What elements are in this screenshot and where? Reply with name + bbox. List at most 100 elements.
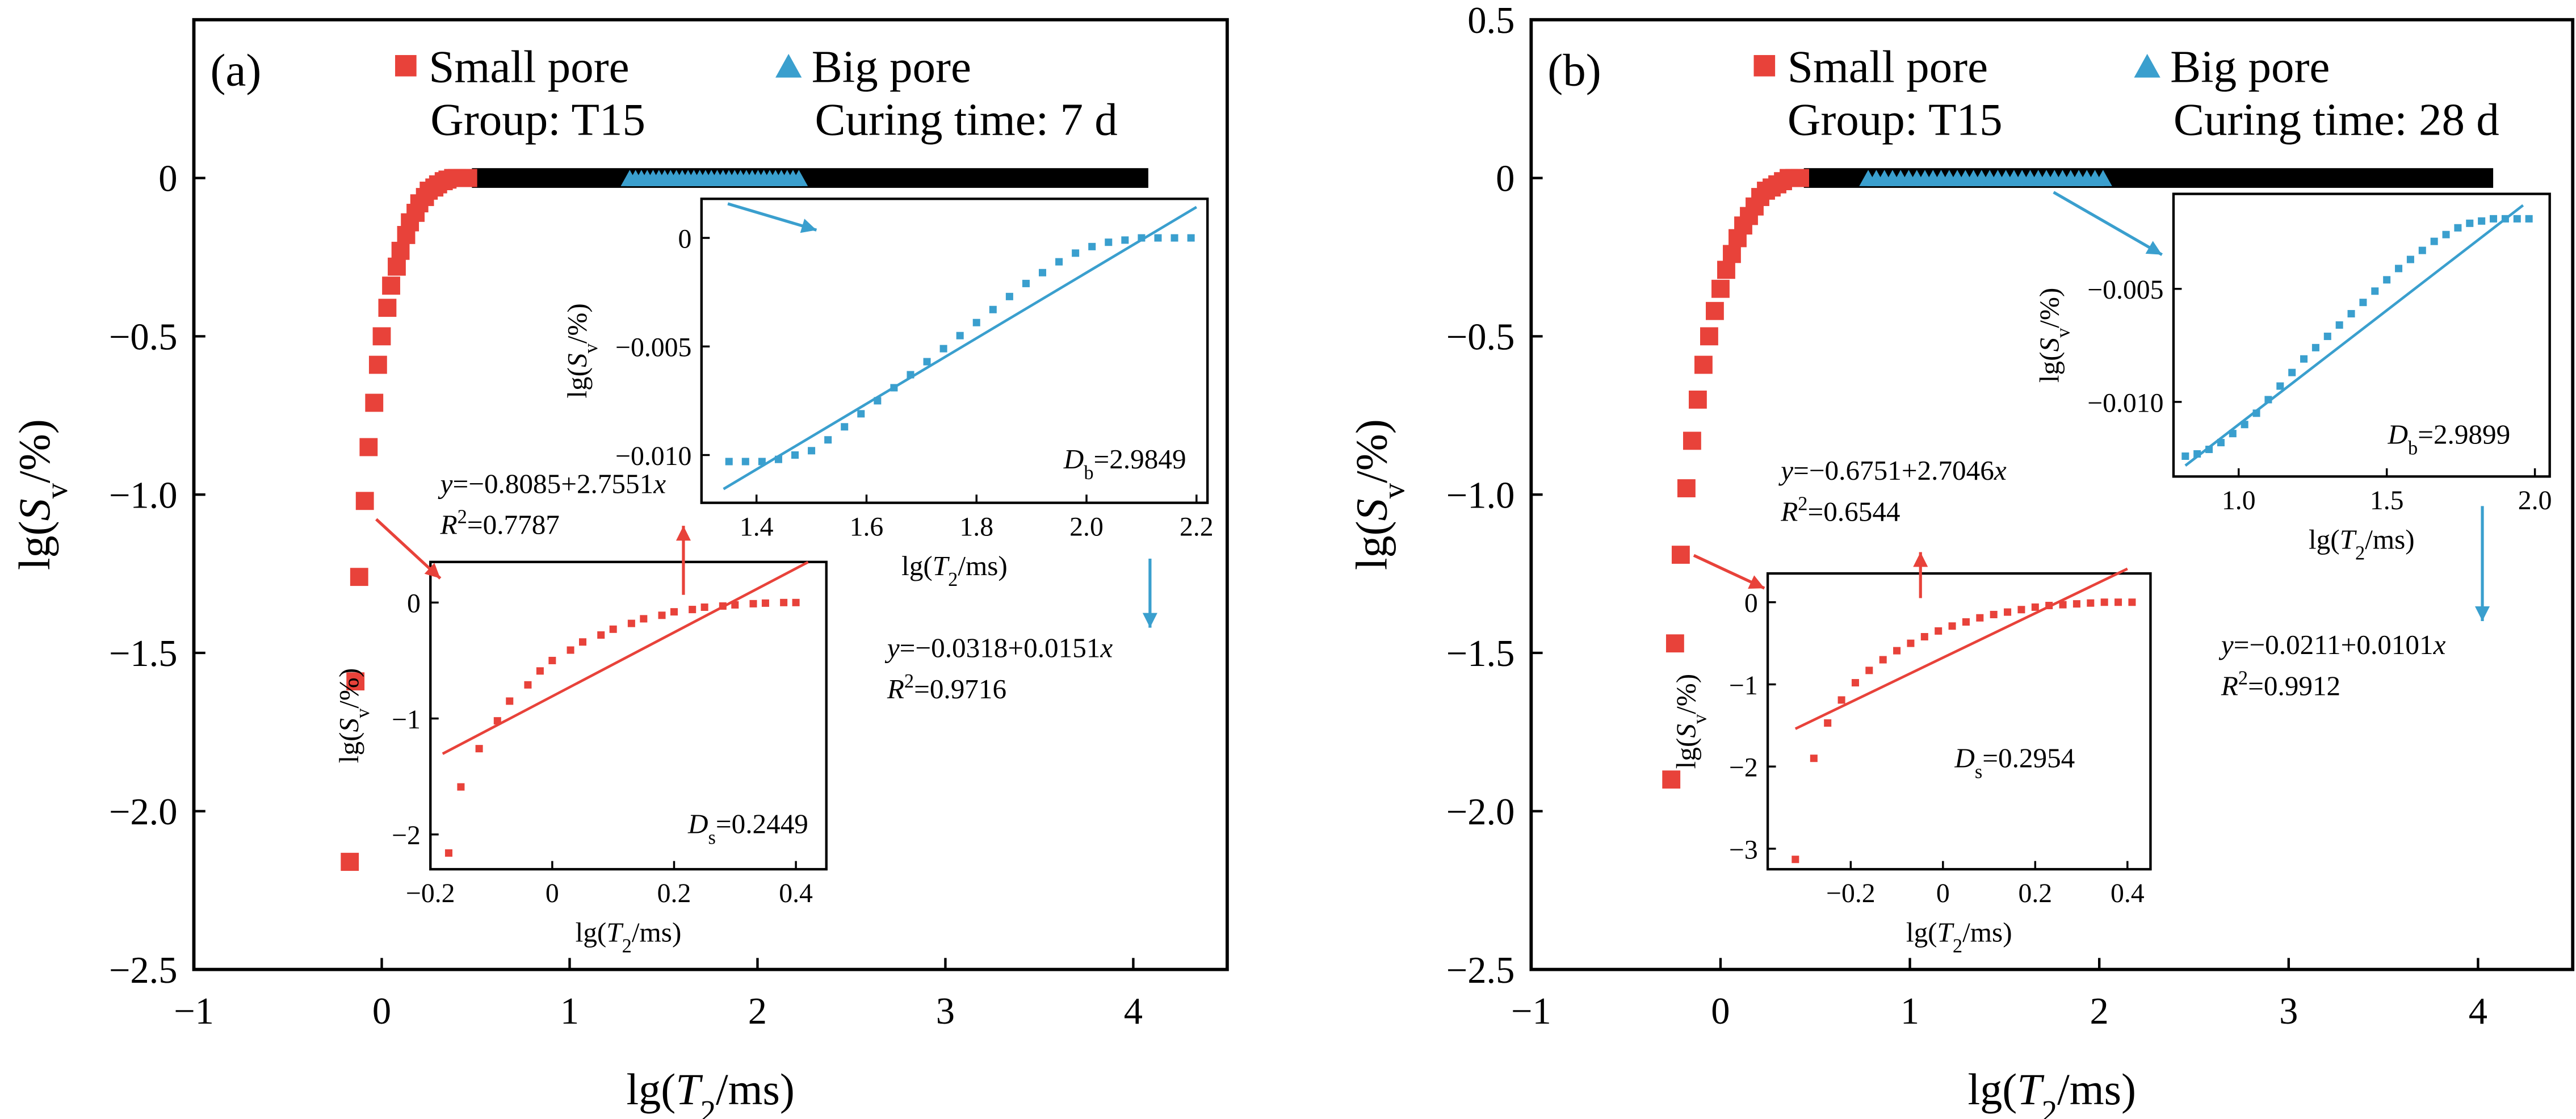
- annotation-arrowhead: [800, 219, 817, 233]
- inset-data-point: [609, 625, 617, 633]
- x-tick-label: −1: [1511, 991, 1551, 1032]
- inset-data-point: [457, 783, 465, 791]
- inset-x-axis-title: lg(T2/ms): [901, 550, 1008, 590]
- inset-x-tick-label: 0.2: [657, 878, 691, 908]
- inset-frame: [429, 560, 828, 871]
- legend-marker-small-pore: [395, 55, 417, 77]
- inset-data-point: [1810, 755, 1818, 762]
- inset-data-point: [824, 436, 832, 444]
- fit-equation: y=−0.0211+0.0101x: [2218, 629, 2446, 660]
- fit-r-squared: R2=0.9912: [2221, 667, 2340, 701]
- inset-big-pore-fit: 1.4 1.6 1.8 2.0 2.2 0 −0.005 −0.010 lg(T2/ms) lg(…: [561, 198, 1214, 590]
- panel-label: (a): [210, 45, 261, 96]
- small-pore-point: [1677, 479, 1696, 497]
- inset-data-point: [2490, 215, 2498, 223]
- y-tick-label: 0: [1496, 158, 1514, 200]
- inset-data-point: [989, 305, 997, 313]
- inset-x-tick-label: −0.2: [406, 878, 455, 908]
- legend-marker-big-pore: [775, 53, 802, 78]
- inset-x-tick-label: 0.2: [2018, 878, 2052, 908]
- inset-data-point: [2311, 343, 2319, 351]
- small-pore-point: [372, 327, 391, 346]
- y-tick-label: 0: [158, 158, 177, 200]
- panel-b: −1 0 1 2 3 4 0.5 0 −0.5 −1.0 −1.5 −2.0 −2.5 lg(T2/ms)…: [1347, 0, 2575, 1119]
- y-tick-label: −1.5: [1446, 633, 1515, 674]
- inset-x-tick-label: 1.4: [740, 512, 774, 542]
- inset-y-tick-label: 0: [407, 589, 421, 619]
- inset-y-tick-label: −1: [392, 705, 421, 735]
- y-tick-label: −2.5: [109, 950, 178, 991]
- inset-data-point: [1935, 627, 1943, 635]
- fractal-dimension-label: Db=2.9849: [1063, 443, 1186, 484]
- inset-data-point: [475, 745, 483, 753]
- small-pore-point: [391, 241, 410, 260]
- inset-x-tick-label: 2.0: [1069, 512, 1104, 542]
- inset-data-point: [1792, 856, 1799, 864]
- inset-data-point: [1005, 292, 1013, 300]
- inset-data-point: [2466, 219, 2474, 227]
- inset-data-point: [758, 458, 766, 466]
- annotation-arrowhead: [1142, 613, 1157, 628]
- inset-data-point: [597, 631, 605, 639]
- small-pore-point: [341, 853, 359, 871]
- inset-data-point: [640, 615, 648, 623]
- inset-data-point: [1920, 633, 1928, 641]
- inset-data-point: [1105, 238, 1113, 246]
- inset-data-point: [2371, 287, 2379, 295]
- inset-data-point: [700, 603, 708, 611]
- inset-data-point: [1962, 618, 1970, 626]
- inset-data-point: [2513, 215, 2521, 223]
- inset-data-point: [731, 601, 739, 609]
- inset-data-point: [2017, 606, 2025, 614]
- inset-data-point: [2442, 230, 2450, 238]
- inset-data-point: [2347, 310, 2355, 318]
- inset-y-tick-label: −2: [392, 820, 421, 850]
- inset-y-tick-label: 0: [1744, 588, 1758, 618]
- small-pore-point: [1717, 261, 1735, 279]
- inset-data-point: [2335, 321, 2343, 329]
- small-pore-point: [1706, 301, 1724, 320]
- inset-data-point: [689, 606, 697, 614]
- small-pore-point: [1791, 169, 1809, 187]
- annotation-arrowhead: [1748, 575, 1765, 589]
- fit-equation: y=−0.0318+0.0151x: [884, 632, 1113, 664]
- inset-data-point: [524, 681, 532, 689]
- inset-frame: [2172, 192, 2551, 478]
- inset-data-point: [939, 345, 947, 353]
- inset-x-axis-title: lg(T2/ms): [2309, 524, 2415, 564]
- inset-x-tick-label: 0: [1936, 878, 1950, 908]
- inset-data-point: [2418, 246, 2426, 254]
- inset-y-tick-label: −2: [1729, 753, 1758, 783]
- small-pore-point: [1694, 355, 1713, 374]
- inset-data-point: [2359, 299, 2367, 307]
- inset-data-point: [1990, 610, 1998, 618]
- small-pore-point: [346, 672, 365, 691]
- inset-fit-line: [723, 206, 1197, 491]
- small-pore-point: [1671, 546, 1690, 564]
- panel-label: (b): [1547, 45, 1601, 96]
- group-text: Group: T15: [1788, 94, 2003, 145]
- x-tick-label: 4: [1124, 991, 1143, 1032]
- inset-data-point: [1824, 719, 1832, 727]
- inset-fit-line: [442, 561, 809, 755]
- group-text: Group: T15: [430, 94, 645, 145]
- big-pore-point: [790, 170, 808, 186]
- inset-data-point: [658, 611, 666, 619]
- inset-data-point: [548, 656, 556, 664]
- annotation-arrow: [2053, 191, 2163, 256]
- inset-fit-line: [1794, 567, 2128, 730]
- inset-y-axis-title: lg(Sv/%): [2033, 288, 2074, 383]
- inset-data-point: [536, 667, 544, 675]
- fractal-dimension-label: Ds=0.2954: [1954, 743, 2075, 783]
- small-pore-point: [382, 276, 400, 295]
- x-tick-label: 0: [372, 991, 391, 1032]
- inset-data-point: [1055, 258, 1063, 266]
- fit-equation: y=−0.8085+2.7551x: [438, 468, 666, 499]
- inset-data-point: [1837, 696, 1845, 704]
- x-tick-label: 1: [1900, 991, 1919, 1032]
- inset-data-point: [1121, 236, 1129, 244]
- y-tick-label: −2.5: [1446, 950, 1515, 991]
- inset-data-point: [2406, 255, 2414, 263]
- legend-marker-small-pore: [1753, 55, 1776, 77]
- x-tick-label: 2: [748, 991, 767, 1032]
